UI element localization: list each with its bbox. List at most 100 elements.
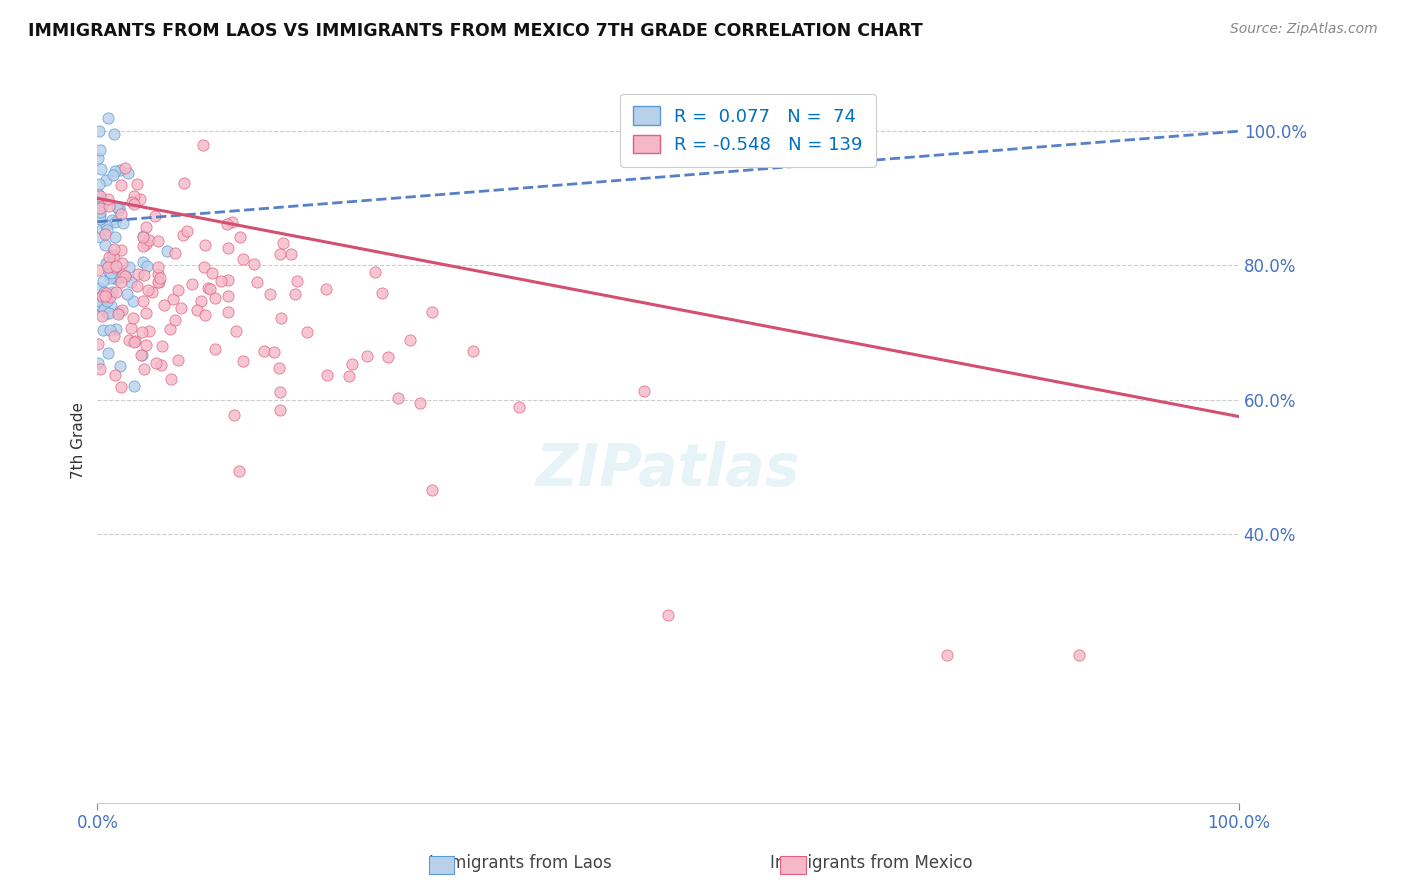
Point bbox=[91, 309, 114, 323]
Point bbox=[98, 257, 121, 271]
Point bbox=[162, 292, 184, 306]
Point bbox=[134, 268, 156, 283]
Point bbox=[204, 342, 226, 356]
Point bbox=[232, 353, 254, 368]
Point bbox=[135, 338, 157, 352]
Y-axis label: 7th Grade: 7th Grade bbox=[72, 401, 86, 478]
Point bbox=[377, 351, 399, 365]
Point bbox=[217, 217, 239, 231]
Point bbox=[170, 301, 193, 315]
Point bbox=[114, 269, 136, 284]
Point bbox=[97, 111, 120, 125]
Point bbox=[118, 260, 141, 274]
Point bbox=[101, 212, 124, 227]
Point bbox=[232, 252, 254, 266]
Point bbox=[89, 293, 111, 308]
Point bbox=[221, 214, 243, 228]
Point bbox=[271, 235, 294, 250]
Point bbox=[399, 333, 422, 347]
Point bbox=[269, 247, 291, 261]
Point bbox=[110, 380, 132, 394]
Point bbox=[194, 309, 217, 323]
Point bbox=[101, 248, 124, 262]
Point bbox=[108, 359, 131, 373]
Point bbox=[633, 384, 655, 398]
Point bbox=[103, 229, 125, 244]
Point bbox=[132, 239, 155, 253]
Point bbox=[108, 305, 131, 319]
Point bbox=[98, 323, 121, 337]
Point bbox=[186, 302, 208, 317]
Point bbox=[114, 269, 136, 284]
Point bbox=[935, 648, 957, 662]
Point bbox=[122, 196, 145, 211]
Point bbox=[122, 189, 145, 203]
Point bbox=[228, 464, 250, 478]
Point bbox=[89, 281, 111, 295]
Point bbox=[112, 216, 135, 230]
Point bbox=[89, 201, 111, 215]
Point bbox=[103, 168, 125, 182]
Point bbox=[180, 277, 202, 291]
Point bbox=[122, 293, 145, 308]
Point bbox=[96, 306, 118, 320]
Point bbox=[110, 206, 132, 220]
Point bbox=[122, 379, 145, 393]
Point bbox=[98, 270, 121, 285]
Point bbox=[243, 257, 266, 271]
Point bbox=[315, 282, 337, 296]
Point bbox=[93, 302, 115, 317]
Point bbox=[127, 178, 149, 192]
Point bbox=[127, 267, 149, 281]
Point bbox=[110, 270, 132, 285]
Point bbox=[128, 193, 150, 207]
Point bbox=[409, 396, 432, 410]
Point bbox=[96, 285, 118, 300]
Point bbox=[91, 222, 114, 236]
Point bbox=[217, 241, 239, 255]
Point bbox=[103, 260, 125, 275]
Point bbox=[135, 219, 157, 234]
Point bbox=[94, 173, 117, 187]
Point bbox=[259, 286, 281, 301]
Point bbox=[111, 256, 134, 270]
Point bbox=[135, 306, 157, 320]
Point bbox=[103, 242, 125, 256]
Point bbox=[90, 300, 112, 314]
Point bbox=[280, 247, 302, 261]
Point bbox=[97, 260, 120, 275]
Point bbox=[217, 305, 239, 319]
Point bbox=[89, 208, 111, 222]
Point bbox=[124, 334, 146, 349]
Point bbox=[285, 274, 308, 288]
Point bbox=[87, 151, 110, 165]
Point bbox=[337, 369, 360, 384]
Point bbox=[145, 356, 167, 370]
Point bbox=[132, 230, 155, 244]
Point bbox=[194, 238, 217, 252]
Point bbox=[105, 285, 128, 300]
Point bbox=[87, 123, 110, 137]
Point bbox=[121, 310, 143, 325]
Point bbox=[269, 385, 291, 400]
Point bbox=[198, 282, 221, 296]
Point bbox=[190, 294, 212, 309]
Legend: R =  0.077   N =  74, R = -0.548   N = 139: R = 0.077 N = 74, R = -0.548 N = 139 bbox=[620, 94, 876, 167]
Point bbox=[132, 361, 155, 376]
Text: Immigrants from Mexico: Immigrants from Mexico bbox=[770, 855, 973, 872]
Point bbox=[225, 324, 247, 338]
Point bbox=[420, 483, 443, 497]
Point bbox=[159, 322, 181, 336]
Point bbox=[91, 288, 114, 302]
Point bbox=[387, 392, 409, 406]
Point bbox=[103, 128, 125, 142]
Point bbox=[209, 274, 232, 288]
Point bbox=[117, 287, 139, 301]
Point bbox=[508, 400, 530, 414]
Point bbox=[132, 229, 155, 244]
Point bbox=[270, 311, 292, 326]
Point bbox=[246, 275, 269, 289]
Point bbox=[120, 275, 142, 289]
Point bbox=[89, 177, 111, 191]
Point bbox=[110, 275, 132, 289]
